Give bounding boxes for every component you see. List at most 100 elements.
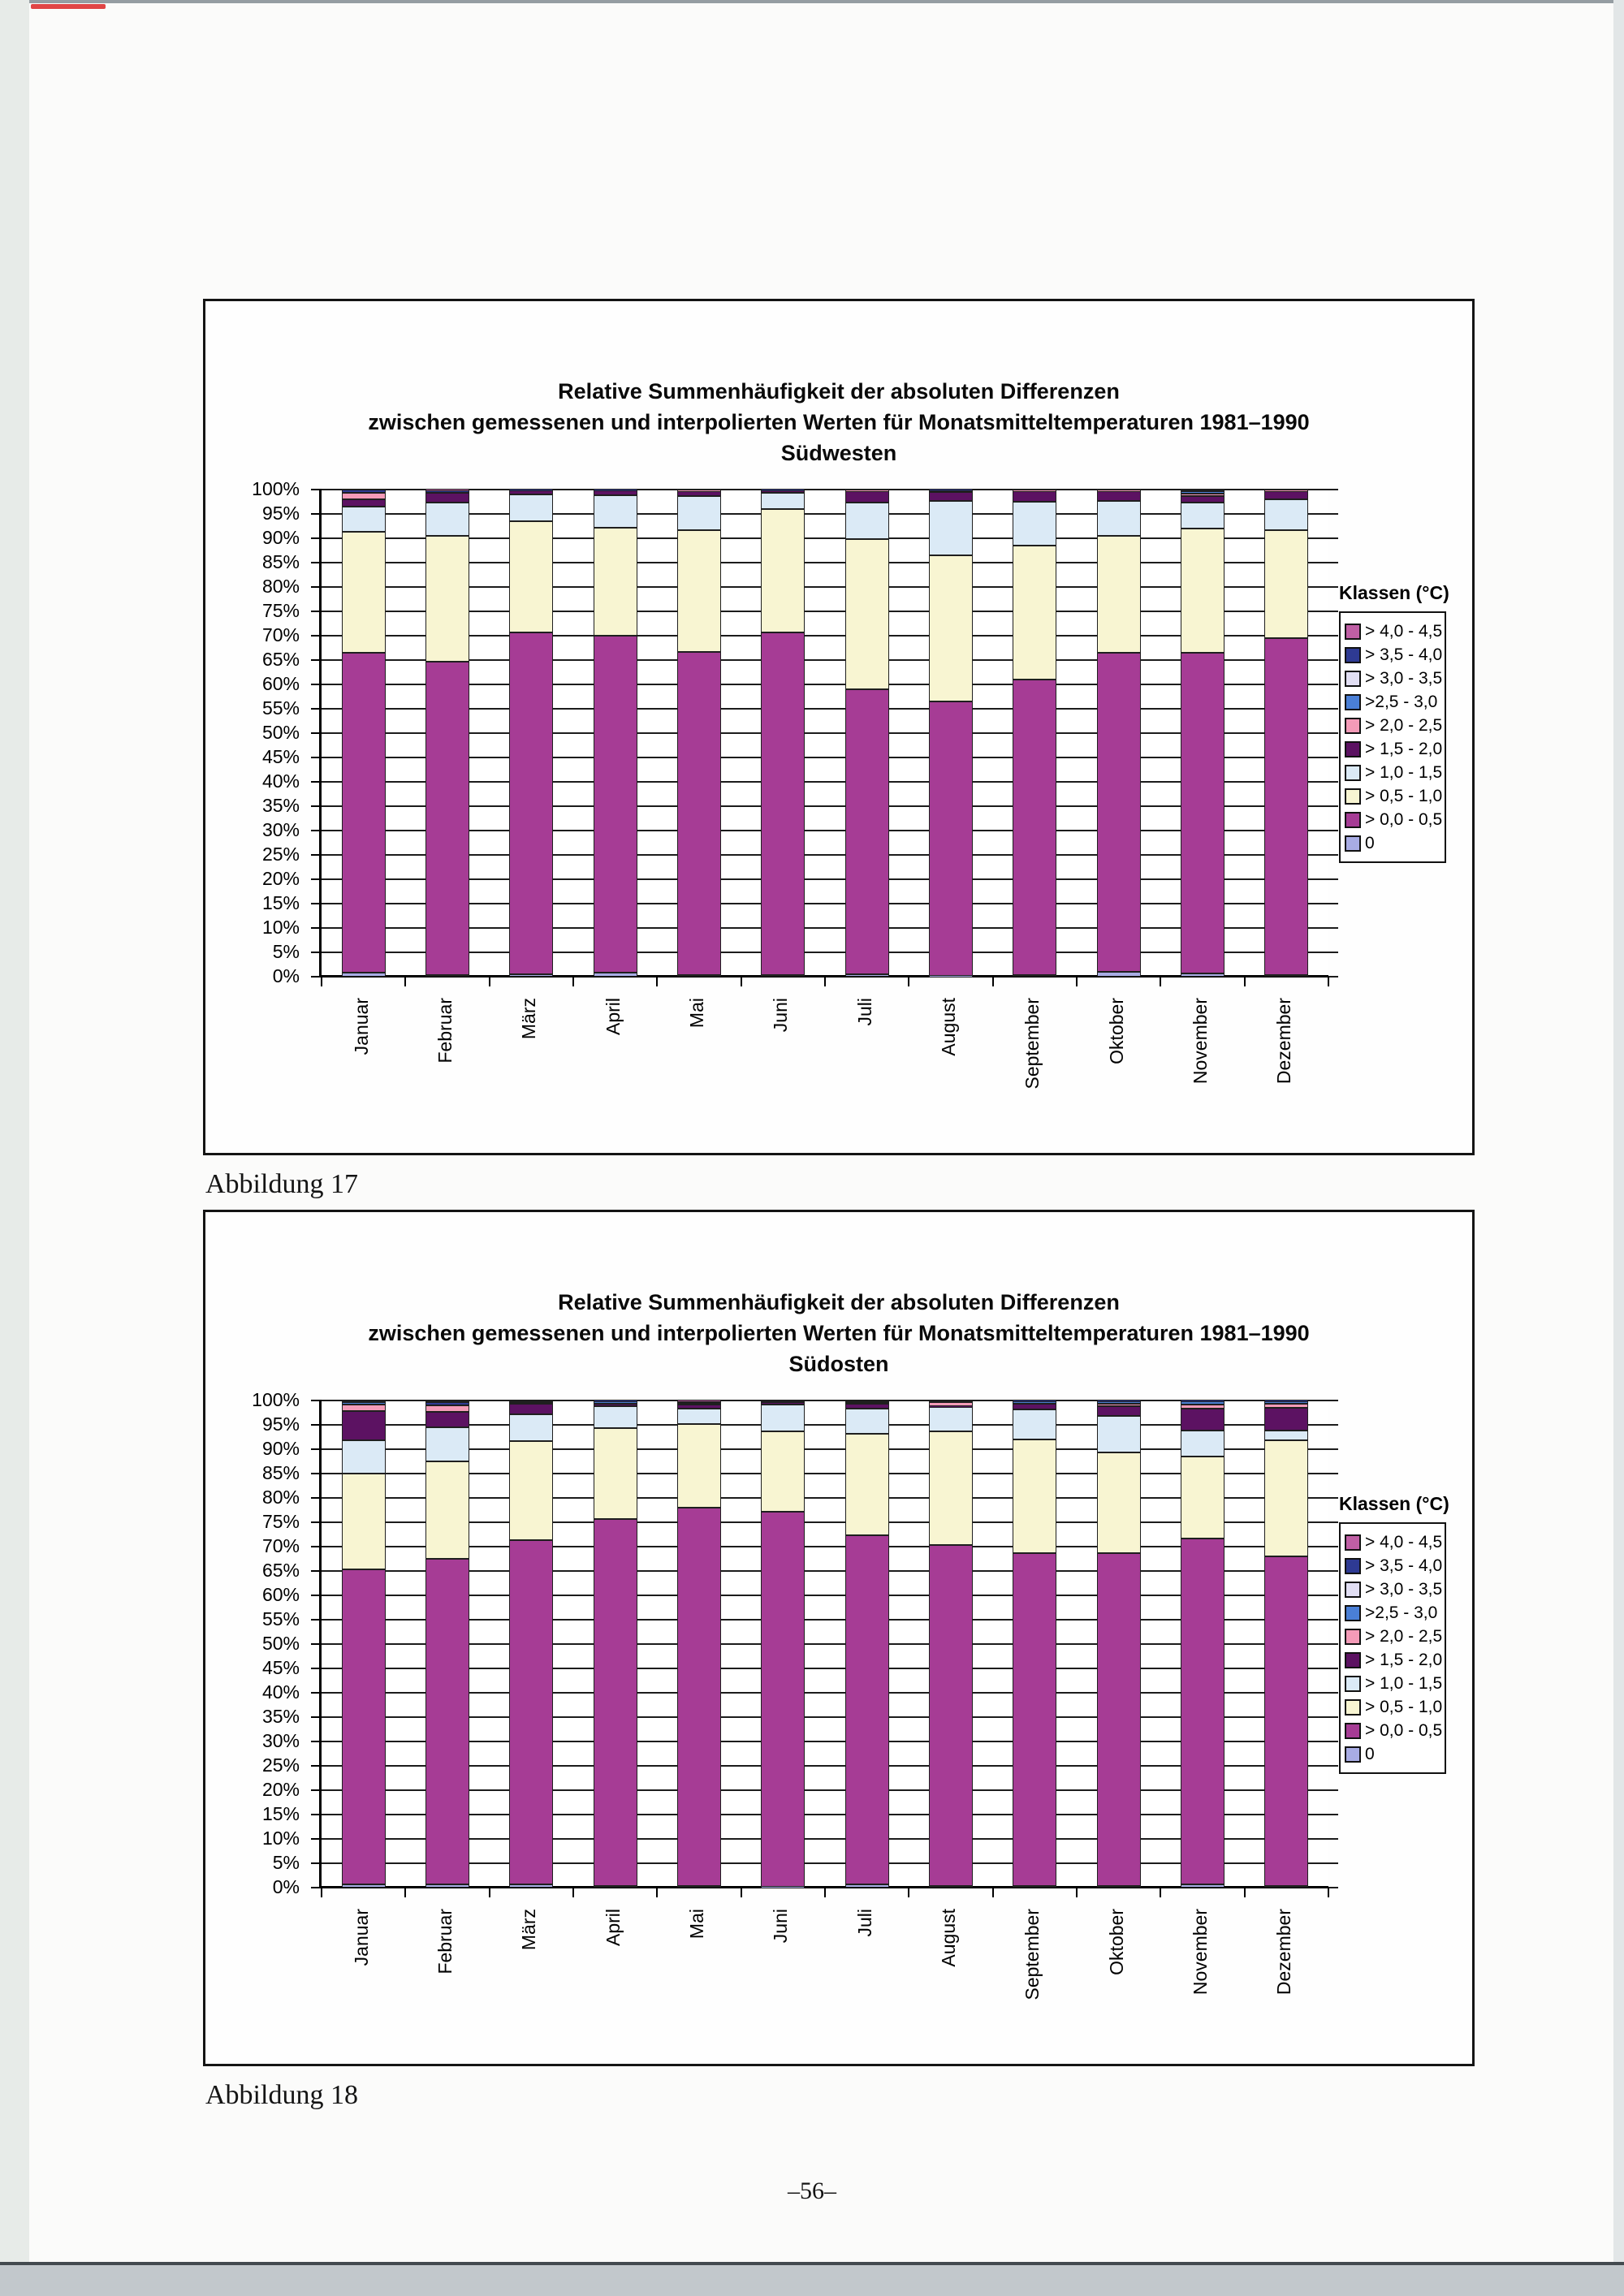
- y-tick-mark-right: [1328, 1765, 1338, 1767]
- bar-juli: [844, 490, 889, 977]
- gridline: [322, 1448, 1328, 1450]
- y-axis-tick-label: 65%: [261, 1559, 300, 1581]
- legend-label: > 3,0 - 3,5: [1365, 668, 1443, 688]
- bar-segment: [844, 1884, 889, 1888]
- x-tick-mark: [488, 1888, 490, 1897]
- x-tick-mark: [740, 977, 742, 986]
- bar-februar: [425, 1400, 469, 1888]
- x-tick-mark: [991, 977, 994, 986]
- y-tick-mark-right: [1328, 1400, 1338, 1401]
- bar-segment: [1096, 972, 1141, 977]
- bar-segment: [677, 1401, 721, 1404]
- legend-entry: >2,5 - 3,0: [1345, 1601, 1440, 1625]
- bar-segment: [929, 1431, 973, 1545]
- bar-segment: [425, 1427, 469, 1462]
- bar-segment: [425, 1884, 469, 1888]
- y-axis-tick-label: 65%: [261, 648, 300, 670]
- x-axis-label-juli: Juli: [853, 998, 875, 1026]
- bar-segment: [593, 1885, 637, 1888]
- y-tick-mark: [311, 1424, 322, 1426]
- bar-segment: [1013, 1885, 1057, 1888]
- bar-segment: [1013, 490, 1057, 492]
- bar-segment: [1096, 1400, 1141, 1401]
- y-tick-mark: [311, 1521, 322, 1523]
- bar-januar: [341, 1400, 386, 1888]
- y-axis-tick-label: 20%: [261, 867, 300, 889]
- legend-swatch-icon: [1345, 1534, 1361, 1551]
- y-tick-mark-right: [1328, 854, 1338, 856]
- bar-segment: [1264, 1439, 1309, 1557]
- bar-februar: [425, 490, 469, 977]
- bar-segment: [929, 1406, 973, 1432]
- legend-label: > 0,5 - 1,0: [1365, 786, 1443, 805]
- gridline: [322, 757, 1328, 758]
- legend-swatch-icon: [1345, 811, 1361, 828]
- y-axis-tick-label: 75%: [261, 1510, 300, 1532]
- bar-segment: [844, 1400, 889, 1402]
- y-tick-mark-right: [1328, 781, 1338, 783]
- chart-title-line1: Relative Summenhäufigkeit der absoluten …: [558, 379, 1120, 404]
- y-tick-mark: [311, 635, 322, 637]
- gridline: [322, 805, 1328, 807]
- x-axis-label-august: August: [938, 1909, 959, 1967]
- legend-entry: 0: [1345, 831, 1440, 855]
- chart-title: Relative Summenhäufigkeit der absoluten …: [205, 376, 1472, 468]
- bar-september: [1013, 490, 1057, 977]
- legend-entry: > 4,0 - 4,5: [1345, 1530, 1442, 1554]
- y-tick-mark: [311, 684, 322, 685]
- bar-segment: [341, 1400, 386, 1402]
- bar-segment: [425, 662, 469, 975]
- y-tick-mark: [311, 1765, 322, 1767]
- bar-segment: [1013, 546, 1057, 680]
- bar-segment: [1096, 1552, 1141, 1886]
- legend-label: > 1,5 - 2,0: [1365, 739, 1443, 758]
- gridline: [322, 537, 1328, 539]
- y-axis-tick-label: 15%: [261, 1802, 300, 1824]
- y-axis-tick-labels: 100% 95% 90% 85% 80% 75% 70% 65% 60% 55% 50% 45% 40%…: [205, 478, 309, 986]
- legend-label: > 3,5 - 4,0: [1365, 645, 1443, 664]
- y-tick-mark: [311, 1862, 322, 1864]
- y-tick-mark: [311, 927, 322, 929]
- legend-label: > 1,5 - 2,0: [1365, 1650, 1443, 1669]
- gridline: [322, 1838, 1328, 1840]
- legend-entry: > 0,0 - 0,5: [1345, 1719, 1442, 1742]
- y-tick-mark: [311, 659, 322, 661]
- bar-segment: [593, 527, 637, 637]
- bar-oktober: [1096, 490, 1141, 977]
- legend-swatch-icon: [1345, 788, 1361, 805]
- y-axis-tick-label: 30%: [261, 1729, 300, 1751]
- y-tick-mark-right: [1328, 1814, 1338, 1815]
- figure-17-chart: Relative Summenhäufigkeit der absoluten …: [203, 299, 1475, 1155]
- y-axis-tick-label: 30%: [261, 818, 300, 840]
- x-axis-label-november: November: [1190, 998, 1211, 1085]
- figure-caption-18: Abbildung 18: [205, 2080, 358, 2110]
- gridline: [322, 732, 1328, 734]
- bar-segment: [1013, 502, 1057, 546]
- bar-segment: [1013, 680, 1057, 976]
- x-axis-label-mai: Mai: [686, 998, 707, 1029]
- bar-segment: [341, 1401, 386, 1405]
- x-tick-mark: [488, 977, 490, 986]
- y-tick-mark: [311, 732, 322, 734]
- y-tick-mark-right: [1328, 708, 1338, 710]
- legend-swatch-icon: [1345, 740, 1361, 757]
- gridline: [322, 1473, 1328, 1474]
- y-tick-mark: [311, 854, 322, 856]
- legend-entry: > 2,0 - 2,5: [1345, 714, 1442, 737]
- legend-swatch-icon: [1345, 1698, 1361, 1716]
- y-axis-tick-labels: 100% 95% 90% 85% 80% 75% 70% 65% 60% 55% 50% 45% 40%…: [205, 1389, 309, 1897]
- bar-april: [593, 1400, 637, 1888]
- bar-segment: [425, 1400, 469, 1402]
- y-axis-tick-label: 60%: [261, 672, 300, 694]
- x-axis-label-oktober: Oktober: [1105, 1909, 1127, 1975]
- legend-entry: > 1,5 - 2,0: [1345, 737, 1443, 761]
- legend-swatch-icon: [1345, 623, 1361, 640]
- y-tick-mark: [311, 805, 322, 807]
- y-tick-mark: [311, 1741, 322, 1742]
- bar-segment: [677, 1404, 721, 1409]
- x-tick-mark: [1328, 977, 1329, 986]
- bar-segment: [341, 499, 386, 507]
- bar-juni: [761, 1400, 806, 1888]
- legend-swatch-icon: [1345, 693, 1361, 710]
- bar-segment: [509, 1413, 554, 1441]
